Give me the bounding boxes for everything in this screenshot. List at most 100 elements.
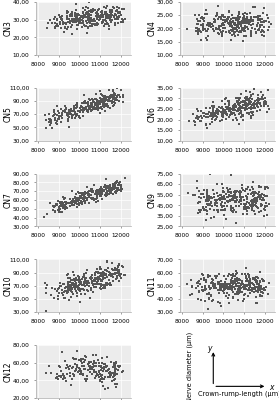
Point [74,284,79,290]
Point [233,286,237,292]
Point [71,197,76,203]
Point [81,194,86,201]
Point [230,106,234,112]
Point [111,364,115,370]
Point [112,184,116,190]
Point [249,30,254,36]
Point [234,194,239,201]
Point [236,8,241,15]
Point [230,278,235,285]
Point [67,369,72,376]
Point [219,280,223,287]
Point [54,23,58,30]
Point [112,380,117,387]
Point [216,108,220,115]
Point [185,280,189,287]
Point [90,106,95,112]
Point [196,200,200,207]
Point [66,286,71,292]
Point [223,200,227,206]
Point [245,276,250,282]
Point [99,280,104,287]
Point [193,119,198,126]
Point [73,10,77,16]
Point [55,116,60,122]
Point [210,110,215,116]
Point [216,208,221,215]
Point [209,194,213,200]
Point [98,98,103,104]
Point [230,196,235,202]
Point [108,94,112,101]
Point [74,13,79,19]
Point [234,24,239,31]
Point [232,194,237,200]
Point [61,204,66,211]
Point [81,18,86,24]
Point [100,379,104,386]
Point [236,95,240,102]
Point [107,370,111,376]
Point [226,273,230,280]
Point [104,186,108,192]
Point [44,117,48,123]
Point [69,286,73,292]
Point [247,18,251,25]
Point [51,207,56,213]
Point [71,364,75,370]
Point [210,113,215,119]
Point [197,287,202,294]
Point [77,285,82,291]
Point [62,295,66,302]
Point [89,273,93,280]
Point [97,99,101,106]
Point [219,21,224,27]
Point [216,26,220,32]
Point [90,8,94,15]
Point [109,92,114,98]
Point [97,98,101,104]
Point [204,105,208,111]
Point [212,19,217,25]
Point [110,181,115,188]
Point [82,363,87,369]
Point [205,19,210,26]
Point [77,105,82,111]
Point [219,181,224,188]
Point [196,200,200,207]
Point [95,187,99,193]
Point [64,21,68,27]
Point [204,277,208,283]
Point [62,20,66,27]
Point [196,18,200,24]
Point [214,285,218,292]
Point [220,32,224,38]
Point [229,196,234,202]
Point [113,91,117,98]
Point [114,276,119,282]
Point [95,190,100,196]
Point [184,26,189,32]
Point [232,104,236,110]
Point [221,288,225,294]
Point [209,23,213,30]
Point [233,115,238,121]
Point [223,13,228,20]
Point [83,283,88,289]
Point [64,203,68,210]
Point [220,110,225,116]
Point [77,275,81,282]
Point [203,283,208,289]
Point [215,190,219,197]
Point [261,196,265,202]
Point [262,287,267,293]
Point [69,381,73,388]
Point [221,106,226,112]
Point [194,284,199,291]
Point [241,281,246,287]
Point [92,278,96,284]
Point [107,14,112,20]
Point [219,15,223,22]
Point [249,104,253,110]
Point [75,194,80,201]
